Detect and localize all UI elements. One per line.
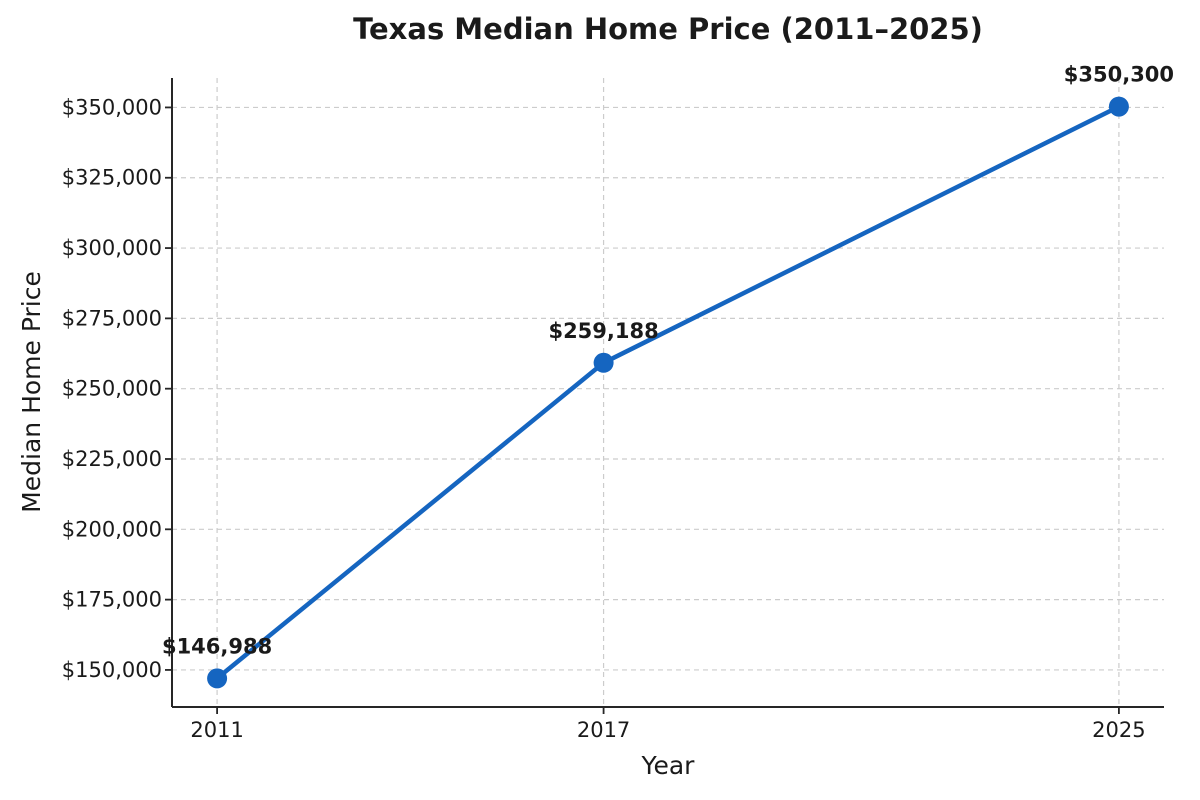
axes-spines — [171, 78, 1164, 708]
data-point-marker — [207, 668, 228, 689]
y-tick-label: $225,000 — [62, 447, 162, 471]
data-point-label: $259,188 — [548, 319, 658, 343]
x-tick-label: 2017 — [577, 718, 630, 742]
y-tick-label: $300,000 — [62, 236, 162, 260]
x-tick-label: 2025 — [1092, 718, 1145, 742]
gridlines — [172, 78, 1164, 707]
y-tick-label: $275,000 — [62, 306, 162, 330]
data-point-marker — [1108, 96, 1129, 117]
y-axis-label: Median Home Price — [17, 271, 46, 513]
y-tick-label: $325,000 — [62, 166, 162, 190]
y-tick-label: $350,000 — [62, 95, 162, 119]
data-point-label: $146,988 — [162, 634, 272, 658]
chart-title: Texas Median Home Price (2011–2025) — [353, 12, 983, 46]
y-tick-label: $175,000 — [62, 588, 162, 612]
y-tick-label: $150,000 — [62, 658, 162, 682]
data-point-label: $350,300 — [1064, 63, 1174, 87]
data-point-marker — [593, 352, 614, 373]
x-axis-label: Year — [641, 751, 696, 780]
y-tick-label: $200,000 — [62, 517, 162, 541]
axis-ticks: $150,000 $175,000 $200,000 $225,000 $250,000… — [62, 95, 1146, 742]
data-series — [207, 96, 1129, 689]
data-point-labels: $146,988 $259,188 $350,300 — [162, 63, 1174, 659]
y-tick-label: $250,000 — [62, 377, 162, 401]
series-line — [214, 104, 1122, 681]
x-tick-label: 2011 — [190, 718, 243, 742]
